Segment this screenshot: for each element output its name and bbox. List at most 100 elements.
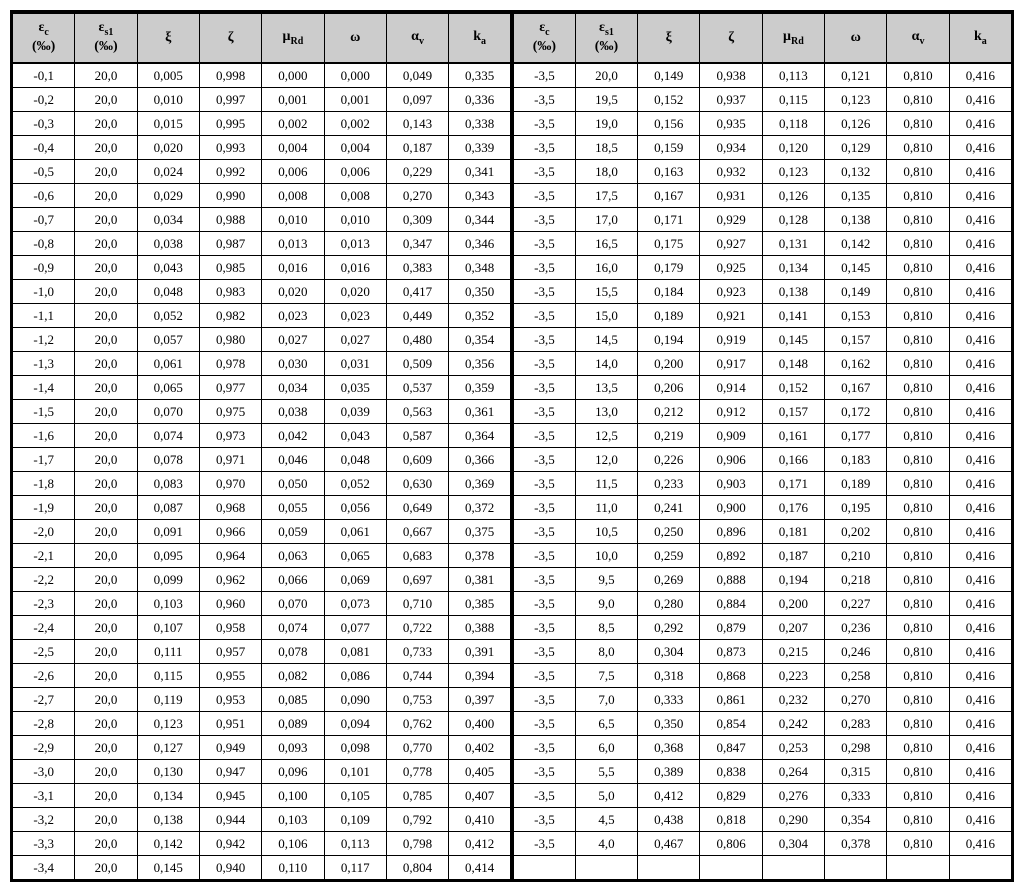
cell-omega: 0,153 xyxy=(825,304,887,328)
table-row: -3,518,00,1630,9320,1230,1320,8100,416 xyxy=(513,160,1012,184)
cell-omega: 0,101 xyxy=(324,760,386,784)
cell-ka: 0,336 xyxy=(449,88,511,112)
cell-zeta: 0,978 xyxy=(199,352,261,376)
cell-xi: 0,233 xyxy=(638,472,700,496)
cell-ec: -3,5 xyxy=(513,520,575,544)
cell-ka: 0,416 xyxy=(949,832,1011,856)
cell-omega: 0,105 xyxy=(324,784,386,808)
cell-es1: 20,0 xyxy=(75,712,137,736)
col-xi: ξ xyxy=(638,13,700,63)
cell-omega: 0,027 xyxy=(324,328,386,352)
table-row: -3,516,50,1750,9270,1310,1420,8100,416 xyxy=(513,232,1012,256)
cell-es1: 13,0 xyxy=(575,400,637,424)
cell-es1: 6,5 xyxy=(575,712,637,736)
cell-es1: 20,0 xyxy=(75,112,137,136)
cell-ka: 0,416 xyxy=(949,640,1011,664)
cell-zeta: 0,818 xyxy=(700,808,762,832)
cell-ec: -3,5 xyxy=(513,352,575,376)
cell-es1: 20,0 xyxy=(75,184,137,208)
cell-ka: 0,352 xyxy=(449,304,511,328)
table-row: -1,420,00,0650,9770,0340,0350,5370,359 xyxy=(13,376,512,400)
table-row: -3,59,50,2690,8880,1940,2180,8100,416 xyxy=(513,568,1012,592)
cell-ec: -3,5 xyxy=(513,496,575,520)
cell-zeta: 0,906 xyxy=(700,448,762,472)
cell-ka: 0,338 xyxy=(449,112,511,136)
cell-zeta: 0,884 xyxy=(700,592,762,616)
cell-ka: 0,416 xyxy=(949,448,1011,472)
cell-av: 0,810 xyxy=(887,760,949,784)
cell-muRd: 0,128 xyxy=(762,208,824,232)
cell-ka: 0,343 xyxy=(449,184,511,208)
cell-ec: -3,5 xyxy=(513,472,575,496)
cell-es1: 17,5 xyxy=(575,184,637,208)
table-row: -3,58,00,3040,8730,2150,2460,8100,416 xyxy=(513,640,1012,664)
cell-muRd: 0,103 xyxy=(262,808,324,832)
cell-xi: 0,043 xyxy=(137,256,199,280)
cell-es1: 20,0 xyxy=(75,496,137,520)
cell-zeta: 0,980 xyxy=(199,328,261,352)
cell-ec: -2,5 xyxy=(13,640,75,664)
cell-ka: 0,364 xyxy=(449,424,511,448)
table-row: -3,57,00,3330,8610,2320,2700,8100,416 xyxy=(513,688,1012,712)
cell-xi: 0,152 xyxy=(638,88,700,112)
cell-zeta: 0,923 xyxy=(700,280,762,304)
table-row: -3,510,50,2500,8960,1810,2020,8100,416 xyxy=(513,520,1012,544)
cell-ec: -3,5 xyxy=(513,112,575,136)
cell-ka: 0,407 xyxy=(449,784,511,808)
cell-ec: -3,5 xyxy=(513,208,575,232)
cell-ec: -3,5 xyxy=(513,568,575,592)
cell-zeta: 0,935 xyxy=(700,112,762,136)
cell-muRd: 0,264 xyxy=(762,760,824,784)
cell-zeta: 0,992 xyxy=(199,160,261,184)
cell-xi: 0,020 xyxy=(137,136,199,160)
cell-zeta: 0,982 xyxy=(199,304,261,328)
table-row: -2,820,00,1230,9510,0890,0940,7620,400 xyxy=(13,712,512,736)
cell-omega: 0,016 xyxy=(324,256,386,280)
cell-omega: 0,121 xyxy=(825,63,887,88)
cell-av: 0,309 xyxy=(386,208,448,232)
cell-omega: 0,113 xyxy=(324,832,386,856)
cell-omega: 0,202 xyxy=(825,520,887,544)
cell-xi: 0,194 xyxy=(638,328,700,352)
cell-es1: 14,0 xyxy=(575,352,637,376)
cell-muRd: 0,176 xyxy=(762,496,824,520)
cell-zeta: 0,903 xyxy=(700,472,762,496)
cell-ec: -3,0 xyxy=(13,760,75,784)
cell-ka: 0,412 xyxy=(449,832,511,856)
cell-av: 0,810 xyxy=(887,784,949,808)
cell-ka: 0,416 xyxy=(949,544,1011,568)
cell-av: 0,143 xyxy=(386,112,448,136)
table-row: -1,820,00,0830,9700,0500,0520,6300,369 xyxy=(13,472,512,496)
table-row: -2,320,00,1030,9600,0700,0730,7100,385 xyxy=(13,592,512,616)
cell-ec: -2,4 xyxy=(13,616,75,640)
table-row: -0,920,00,0430,9850,0160,0160,3830,348 xyxy=(13,256,512,280)
cell-xi: 0,259 xyxy=(638,544,700,568)
cell-xi: 0,241 xyxy=(638,496,700,520)
cell-ec: -3,3 xyxy=(13,832,75,856)
cell-omega: 0,048 xyxy=(324,448,386,472)
cell-omega: 0,183 xyxy=(825,448,887,472)
cell-muRd: 0,034 xyxy=(262,376,324,400)
cell-es1: 5,0 xyxy=(575,784,637,808)
cell-omega: 0,236 xyxy=(825,616,887,640)
cell-muRd: 0,120 xyxy=(762,136,824,160)
cell-omega: 0,218 xyxy=(825,568,887,592)
cell-ec: -1,7 xyxy=(13,448,75,472)
cell-es1: 7,5 xyxy=(575,664,637,688)
table-row: -3,55,00,4120,8290,2760,3330,8100,416 xyxy=(513,784,1012,808)
cell-ka: 0,416 xyxy=(949,688,1011,712)
cell-zeta: 0,953 xyxy=(199,688,261,712)
cell-zeta: 0,909 xyxy=(700,424,762,448)
cell-omega xyxy=(825,856,887,880)
cell-muRd: 0,232 xyxy=(762,688,824,712)
cell-ec: -2,8 xyxy=(13,712,75,736)
cell-muRd: 0,290 xyxy=(762,808,824,832)
cell-es1: 20,0 xyxy=(75,328,137,352)
cell-ec: -3,2 xyxy=(13,808,75,832)
cell-omega: 0,081 xyxy=(324,640,386,664)
cell-ka: 0,350 xyxy=(449,280,511,304)
cell-muRd: 0,002 xyxy=(262,112,324,136)
cell-zeta: 0,970 xyxy=(199,472,261,496)
cell-av: 0,383 xyxy=(386,256,448,280)
cell-omega: 0,315 xyxy=(825,760,887,784)
